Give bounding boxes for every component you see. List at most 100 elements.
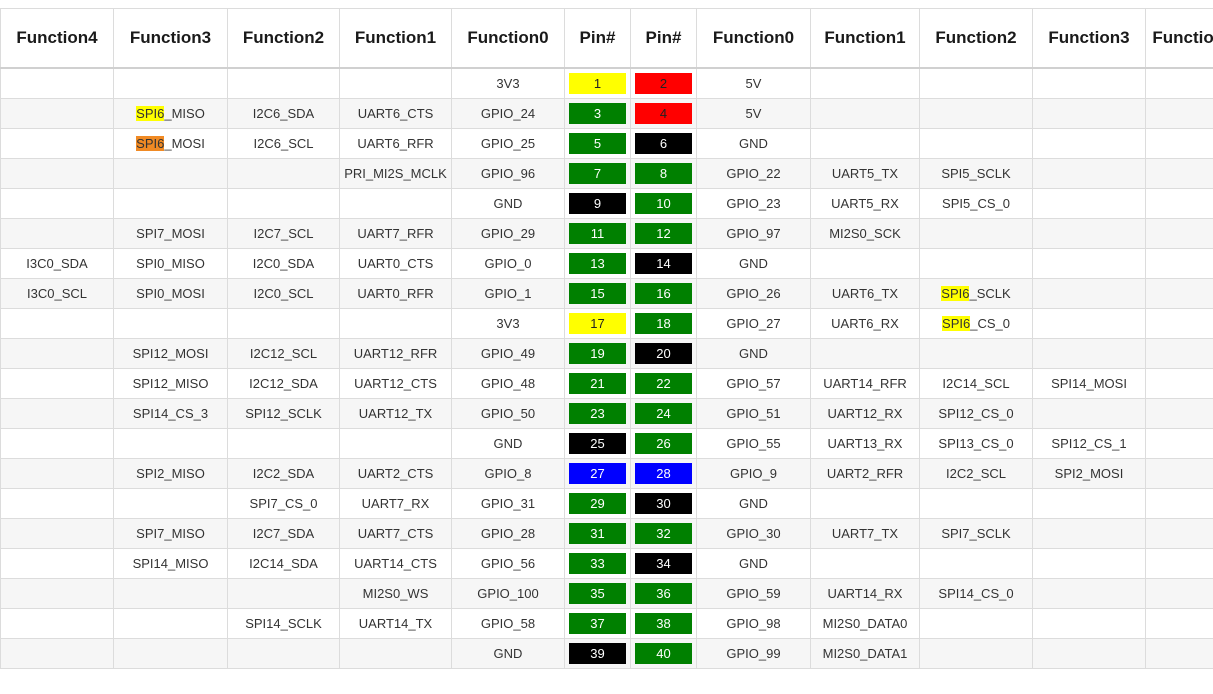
- right-function4-cell: [1145, 548, 1213, 579]
- left-function0-cell: GPIO_8: [451, 458, 565, 489]
- left-function0-cell: GPIO_28: [451, 518, 565, 549]
- left-function1-cell: UART12_TX: [339, 398, 452, 429]
- left-function3-cell: [113, 638, 228, 669]
- highlight-mark: SPI6: [941, 286, 970, 301]
- right-function1-cell: UART6_TX: [810, 278, 920, 309]
- table-row: SPI6_MOSI I2C6_SCL UART6_RFR GPIO_25 5 6 GND: [0, 128, 1213, 159]
- left-function3-cell: SPI6_MOSI: [113, 128, 228, 159]
- left-function1-cell: UART0_RFR: [339, 278, 452, 309]
- pin-right-cell: 32: [630, 518, 697, 549]
- table-row: I3C0_SDA SPI0_MISO I2C0_SDA UART0_CTS GPIO_0…: [0, 248, 1213, 279]
- left-function0-cell: GPIO_31: [451, 488, 565, 519]
- right-function0-cell: GPIO_51: [696, 398, 811, 429]
- right-function2-cell: [919, 67, 1033, 99]
- header-left-function0: Function0: [451, 8, 565, 69]
- pin-left-cell: 21: [564, 368, 631, 399]
- left-function4-cell: [0, 368, 114, 399]
- right-function2-cell: [919, 638, 1033, 669]
- pin-left-cell: 27: [564, 458, 631, 489]
- right-function3-cell: [1032, 518, 1146, 549]
- left-function3-cell: [113, 578, 228, 609]
- pin-right-number: 22: [635, 373, 692, 394]
- pin-left-cell: 9: [564, 188, 631, 219]
- right-function1-cell: UART12_RX: [810, 398, 920, 429]
- left-function3-cell: SPI2_MISO: [113, 458, 228, 489]
- table-row: SPI14_SCLK UART14_TX GPIO_58 37 38 GPIO_98 MI2…: [0, 608, 1213, 639]
- left-function1-cell: UART2_CTS: [339, 458, 452, 489]
- right-function0-cell: GPIO_97: [696, 218, 811, 249]
- right-function1-cell: UART2_RFR: [810, 458, 920, 489]
- pin-right-cell: 30: [630, 488, 697, 519]
- right-function0-cell: GPIO_55: [696, 428, 811, 459]
- pin-left-cell: 19: [564, 338, 631, 369]
- pin-left-number: 1: [569, 73, 626, 94]
- right-function2-cell: [919, 548, 1033, 579]
- left-function4-cell: [0, 158, 114, 189]
- pin-right-cell: 12: [630, 218, 697, 249]
- left-function2-cell: SPI7_CS_0: [227, 488, 340, 519]
- pin-right-cell: 10: [630, 188, 697, 219]
- pin-right-cell: 2: [630, 67, 697, 99]
- left-function1-cell: UART12_RFR: [339, 338, 452, 369]
- pin-right-cell: 8: [630, 158, 697, 189]
- right-function3-cell: SPI2_MOSI: [1032, 458, 1146, 489]
- left-function3-cell: SPI0_MISO: [113, 248, 228, 279]
- left-function4-cell: [0, 188, 114, 219]
- table-row: MI2S0_WS GPIO_100 35 36 GPIO_59 UART14_RX SPI1…: [0, 578, 1213, 609]
- right-function2-cell: [919, 338, 1033, 369]
- pin-right-number: 8: [635, 163, 692, 184]
- pin-right-number: 14: [635, 253, 692, 274]
- right-function4-cell: [1145, 338, 1213, 369]
- right-function1-cell: UART7_TX: [810, 518, 920, 549]
- table-row: GND 25 26 GPIO_55 UART13_RX SPI13_CS_0 SPI12_C…: [0, 428, 1213, 459]
- pin-left-number: 27: [569, 463, 626, 484]
- pin-left-cell: 33: [564, 548, 631, 579]
- right-function3-cell: [1032, 578, 1146, 609]
- right-function2-cell: I2C14_SCL: [919, 368, 1033, 399]
- left-function3-cell: [113, 428, 228, 459]
- right-function1-cell: UART5_RX: [810, 188, 920, 219]
- header-right-function1: Function1: [810, 8, 920, 69]
- left-function1-cell: UART7_RFR: [339, 218, 452, 249]
- pin-left-cell: 7: [564, 158, 631, 189]
- table-row: SPI12_MISO I2C12_SDA UART12_CTS GPIO_48 21 22…: [0, 368, 1213, 399]
- pin-right-cell: 26: [630, 428, 697, 459]
- table-row: 3V3 17 18 GPIO_27 UART6_RX SPI6_CS_0: [0, 308, 1213, 339]
- header-right-function3: Function3: [1032, 8, 1146, 69]
- right-function4-cell: [1145, 248, 1213, 279]
- table-row: SPI2_MISO I2C2_SDA UART2_CTS GPIO_8 27 28 GPIO…: [0, 458, 1213, 489]
- right-function4-cell: [1145, 128, 1213, 159]
- pinout-table: Function4 Function3 Function2 Function1 …: [0, 8, 1213, 669]
- left-function0-cell: 3V3: [451, 308, 565, 339]
- table-row: PRI_MI2S_MCLK GPIO_96 7 8 GPIO_22 UART5_TX SPI…: [0, 158, 1213, 189]
- left-function2-cell: SPI12_SCLK: [227, 398, 340, 429]
- right-function4-cell: [1145, 458, 1213, 489]
- right-function0-cell: GPIO_9: [696, 458, 811, 489]
- left-function3-cell: SPI6_MISO: [113, 98, 228, 129]
- left-function3-cell: [113, 308, 228, 339]
- pin-right-number: 30: [635, 493, 692, 514]
- pin-right-number: 32: [635, 523, 692, 544]
- pin-right-number: 34: [635, 553, 692, 574]
- pin-left-number: 25: [569, 433, 626, 454]
- left-function3-cell: SPI14_CS_3: [113, 398, 228, 429]
- left-function1-cell: MI2S0_WS: [339, 578, 452, 609]
- left-function1-cell: UART14_CTS: [339, 548, 452, 579]
- right-function1-cell: [810, 67, 920, 99]
- left-function1-cell: UART7_CTS: [339, 518, 452, 549]
- left-function0-cell: GND: [451, 638, 565, 669]
- table-row: GND 9 10 GPIO_23 UART5_RX SPI5_CS_0: [0, 188, 1213, 219]
- left-function0-cell: GPIO_100: [451, 578, 565, 609]
- left-function1-cell: [339, 638, 452, 669]
- left-function4-cell: [0, 218, 114, 249]
- table-row: GND 39 40 GPIO_99 MI2S0_DATA1: [0, 638, 1213, 669]
- left-function0-cell: 3V3: [451, 67, 565, 99]
- pin-left-number: 15: [569, 283, 626, 304]
- left-function2-cell: SPI14_SCLK: [227, 608, 340, 639]
- highlight-mark: SPI6: [136, 106, 165, 121]
- left-function1-cell: [339, 428, 452, 459]
- right-function0-cell: GPIO_22: [696, 158, 811, 189]
- pin-left-cell: 5: [564, 128, 631, 159]
- right-function0-cell: GND: [696, 128, 811, 159]
- left-function2-cell: I2C14_SDA: [227, 548, 340, 579]
